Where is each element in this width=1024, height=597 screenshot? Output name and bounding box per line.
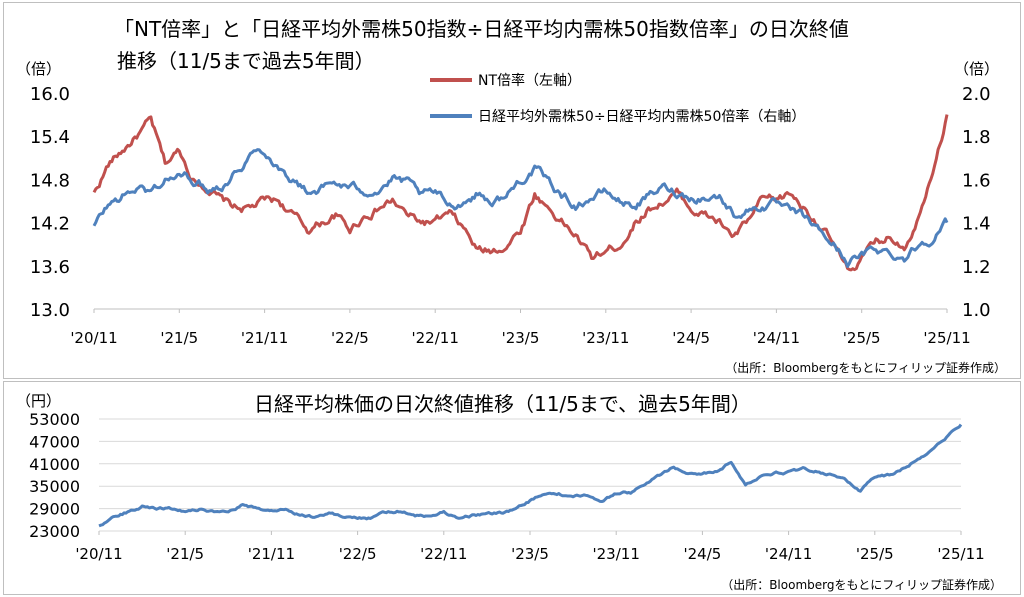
- bottom-y-tick-label: 41000: [29, 455, 80, 474]
- top-right-tick-label: 1.2: [962, 257, 991, 278]
- top-x-tick-label: '23/5: [502, 329, 540, 347]
- bottom-x-tick-label: '20/11: [75, 545, 122, 563]
- top-x-tick-label: '22/11: [412, 329, 459, 347]
- top-x-tick-label: '24/5: [672, 329, 710, 347]
- bottom-x-tick-label: '22/11: [420, 545, 467, 563]
- top-right-tick-label: 1.8: [962, 127, 991, 148]
- bottom-x-tick-label: '22/5: [339, 545, 377, 563]
- top-x-tick-label: '21/5: [160, 329, 198, 347]
- bottom-x-tick-label: '23/5: [511, 545, 549, 563]
- bottom-x-tick-label: '25/11: [937, 545, 984, 563]
- legend-export-domestic-label: 日経平均外需株50÷日経平均内需株50倍率（右軸）: [478, 109, 806, 125]
- top-right-tick-label: 1.4: [962, 214, 991, 235]
- top-chart-source: （出所：Bloombergをもとにフィリップ証券作成）: [725, 361, 1006, 375]
- top-left-tick-label: 14.8: [30, 170, 70, 191]
- top-right-tick-label: 2.0: [962, 84, 991, 105]
- top-x-tick-label: '25/11: [923, 329, 970, 347]
- bottom-x-tick-label: '25/5: [856, 545, 894, 563]
- nt-ratio-line: [92, 114, 949, 272]
- bottom-x-tick-label: '24/5: [683, 545, 721, 563]
- top-left-tick-label: 14.2: [30, 214, 70, 235]
- bottom-y-tick-label: 47000: [29, 432, 80, 451]
- bottom-y-tick-label: 53000: [29, 410, 80, 429]
- top-right-tick-label: 1.0: [962, 300, 991, 321]
- top-left-tick-label: 13.6: [30, 257, 70, 278]
- bottom-x-tick-label: '21/11: [248, 545, 295, 563]
- legend-nt-ratio: NT倍率（左軸）: [430, 70, 581, 90]
- top-x-tick-label: '20/11: [70, 329, 117, 347]
- bottom-y-tick-label: 35000: [29, 477, 80, 496]
- top-x-tick-label: '24/11: [753, 329, 800, 347]
- top-chart-subtitle: 推移（11/5まで過去5年間）: [117, 49, 375, 73]
- top-x-tick-label: '23/11: [582, 329, 629, 347]
- bottom-x-tick-label: '23/11: [593, 545, 640, 563]
- bottom-y-tick-label: 29000: [29, 500, 80, 519]
- top-x-tick-label: '21/11: [241, 329, 288, 347]
- legend-nt-ratio-swatch: [430, 78, 472, 82]
- bottom-x-tick-label: '24/11: [765, 545, 812, 563]
- top-chart-plot: 16.0 15.4 14.8 14.2 13.6 13.0 2.0 1.8 1.6 1.4 1.2 1…: [30, 84, 991, 347]
- nt-ratio-chart-panel: 「NT倍率」と「日経平均外需株50指数÷日経平均内需株50指数倍率」の日次終値 …: [3, 2, 1021, 379]
- top-left-tick-label: 16.0: [30, 84, 70, 105]
- nikkei-price-line: [98, 423, 963, 528]
- top-x-tick-label: '22/5: [331, 329, 369, 347]
- top-left-tick-label: 15.4: [30, 127, 70, 148]
- bottom-y-tick-label: 23000: [29, 522, 80, 541]
- legend-export-domestic-swatch: [430, 114, 472, 118]
- yen-axis-unit: （円）: [16, 392, 62, 410]
- left-axis-unit: （倍）: [16, 60, 62, 78]
- bottom-chart-title: 日経平均株価の日次終値推移（11/5まで、過去5年間）: [254, 392, 751, 416]
- bottom-x-tick-label: '21/5: [166, 545, 204, 563]
- bottom-chart-source: （出所：Bloombergをもとにフィリップ証券作成）: [721, 578, 1002, 592]
- legend-export-domestic-ratio: 日経平均外需株50÷日経平均内需株50倍率（右軸）: [430, 106, 805, 126]
- top-x-tick-label: '25/5: [843, 329, 881, 347]
- top-left-tick-label: 13.0: [30, 300, 70, 321]
- right-axis-unit: （倍）: [954, 60, 1000, 78]
- bottom-chart-plot: 53000 47000 41000 35000 29000 23000 '20/11 '21/…: [29, 410, 985, 563]
- nikkei-chart-panel: 日経平均株価の日次終値推移（11/5まで、過去5年間） （円） 53000 470…: [3, 381, 1021, 595]
- export-domestic-ratio-line: [92, 148, 949, 268]
- legend-nt-ratio-label: NT倍率（左軸）: [478, 73, 582, 89]
- top-chart-title: 「NT倍率」と「日経平均外需株50指数÷日経平均内需株50指数倍率」の日次終値: [114, 17, 849, 41]
- top-right-tick-label: 1.6: [962, 170, 991, 191]
